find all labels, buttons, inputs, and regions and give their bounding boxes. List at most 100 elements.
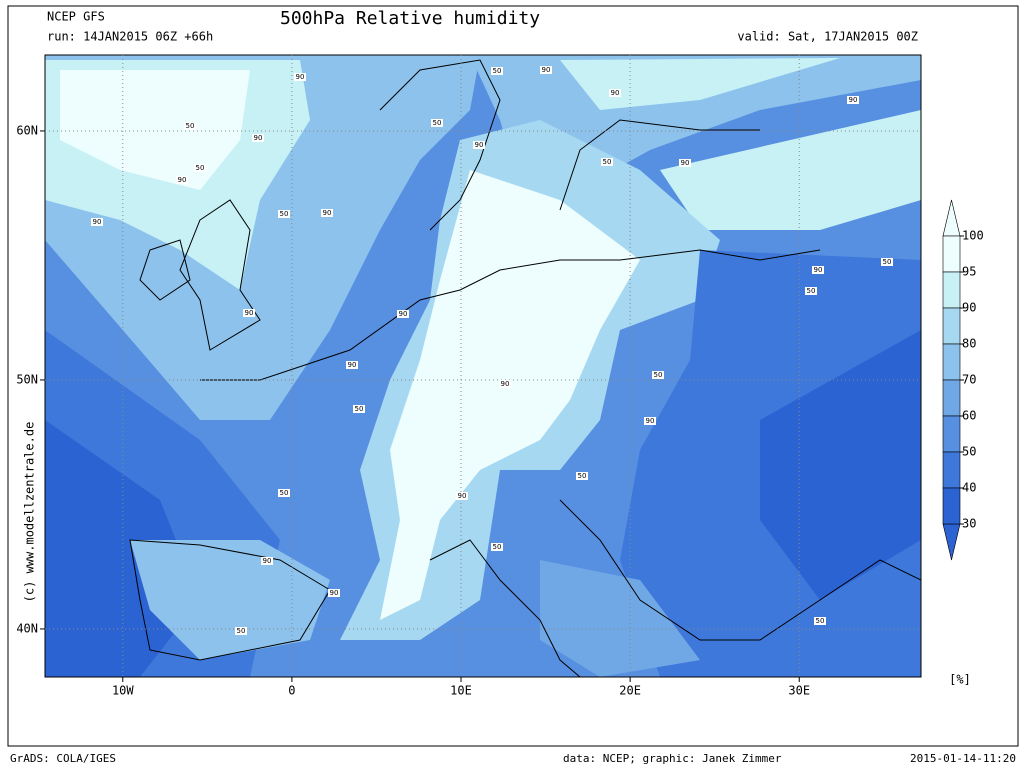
contour-label: 90 [323, 209, 332, 217]
contour-label-bg [609, 89, 621, 97]
contour-label-bg [278, 489, 290, 497]
copyright: (c) www.modellzentrale.de [23, 422, 37, 603]
colorbar-box [942, 451, 961, 489]
contour-label: 90 [849, 96, 858, 104]
colorbar-extend-min [942, 523, 961, 561]
contour-label: 50 [186, 122, 195, 130]
colorbar-label: 95 [962, 265, 976, 279]
field-area [130, 540, 330, 660]
contour-label: 90 [475, 141, 484, 149]
field-area [660, 110, 921, 230]
x-tick-label: 0 [288, 684, 295, 698]
software: GrADS: COLA/IGES [10, 752, 116, 765]
contour-label-bg [252, 134, 264, 142]
x-tick-label: 20E [619, 684, 641, 698]
x-tick-label: 10E [450, 684, 472, 698]
contour-label: 90 [611, 89, 620, 97]
frame [7, 5, 1019, 747]
contour-label: 50 [493, 543, 502, 551]
contour-label-bg [847, 96, 859, 104]
contour-label-bg [576, 472, 588, 480]
contour-label-bg [601, 158, 613, 166]
contour-label-bg [194, 164, 206, 172]
contour-label: 50 [807, 287, 816, 295]
contour-label-bg [278, 210, 290, 218]
contour-label-bg [328, 589, 340, 597]
contour-label-bg [491, 543, 503, 551]
contour-label: 50 [237, 627, 246, 635]
y-tick-label: 40N [16, 621, 38, 635]
contour-label: 90 [399, 310, 408, 318]
contour-label-bg [261, 557, 273, 565]
contour-label-bg [91, 218, 103, 226]
unit: [%] [949, 673, 971, 687]
map-border [44, 54, 922, 678]
field-area [540, 560, 700, 677]
colorbar-label: 50 [962, 445, 976, 459]
colorbar-label: 70 [962, 373, 976, 387]
contour-label: 50 [578, 472, 587, 480]
timestamp: 2015-01-14-11:20 [910, 752, 1016, 765]
contour-label: 90 [814, 266, 823, 274]
contour-label: 50 [493, 67, 502, 75]
model: NCEP GFS [47, 10, 105, 24]
contour-label-bg [184, 122, 196, 130]
contour-label-bg [321, 209, 333, 217]
contour-label: 90 [263, 557, 272, 565]
contour-label: 50 [280, 210, 289, 218]
contour-label-bg [243, 309, 255, 317]
colorbar-label: 80 [962, 337, 976, 351]
colorbar-box [942, 379, 961, 417]
contour-label: 90 [296, 73, 305, 81]
colorbar-box [942, 235, 961, 273]
title: 500hPa Relative humidity [280, 8, 540, 29]
contour-label: 50 [196, 164, 205, 172]
valid: valid: Sat, 17JAN2015 00Z [737, 30, 918, 44]
contour-label: 90 [646, 417, 655, 425]
contour-label: 90 [348, 361, 357, 369]
contour-label-bg [652, 371, 664, 379]
contour-label-bg [456, 492, 468, 500]
contour-label-bg [491, 67, 503, 75]
contour-label: 90 [458, 492, 467, 500]
contour-label-bg [540, 66, 552, 74]
contour-label-bg [499, 380, 511, 388]
contour-label-bg [346, 361, 358, 369]
y-tick-label: 60N [16, 123, 38, 137]
contour-label: 90 [681, 159, 690, 167]
contour-label-bg [353, 405, 365, 413]
contour-label: 90 [542, 66, 551, 74]
contour-label-bg [397, 310, 409, 318]
contour-label: 90 [245, 309, 254, 317]
contour-label-bg [814, 617, 826, 625]
colorbar-label: 30 [962, 517, 976, 531]
colorbar-box [942, 307, 961, 345]
contour-label: 50 [816, 617, 825, 625]
contour-label-bg [805, 287, 817, 295]
x-tick-label: 30E [788, 684, 810, 698]
contour-label-bg [644, 417, 656, 425]
field-area [380, 170, 640, 620]
contour-label: 90 [178, 176, 187, 184]
contour-label: 90 [93, 218, 102, 226]
field-area [60, 70, 250, 190]
contour-label-bg [679, 159, 691, 167]
contour-label: 90 [254, 134, 263, 142]
contour-label: 50 [603, 158, 612, 166]
contour-label-bg [812, 266, 824, 274]
coastlines [129, 59, 921, 677]
colorbar-box [942, 343, 961, 381]
contour-label-bg [473, 141, 485, 149]
colorbar-extend-max [942, 199, 961, 237]
colorbar-box [942, 271, 961, 309]
credits: data: NCEP; graphic: Janek Zimmer [563, 752, 782, 765]
contour-label: 50 [654, 371, 663, 379]
contour-label-bg [431, 119, 443, 127]
contour-label: 50 [280, 489, 289, 497]
colorbar-label: 40 [962, 481, 976, 495]
colorbar-label: 100 [962, 229, 984, 243]
contour-label: 90 [501, 380, 510, 388]
run: run: 14JAN2015 06Z +66h [47, 30, 213, 44]
